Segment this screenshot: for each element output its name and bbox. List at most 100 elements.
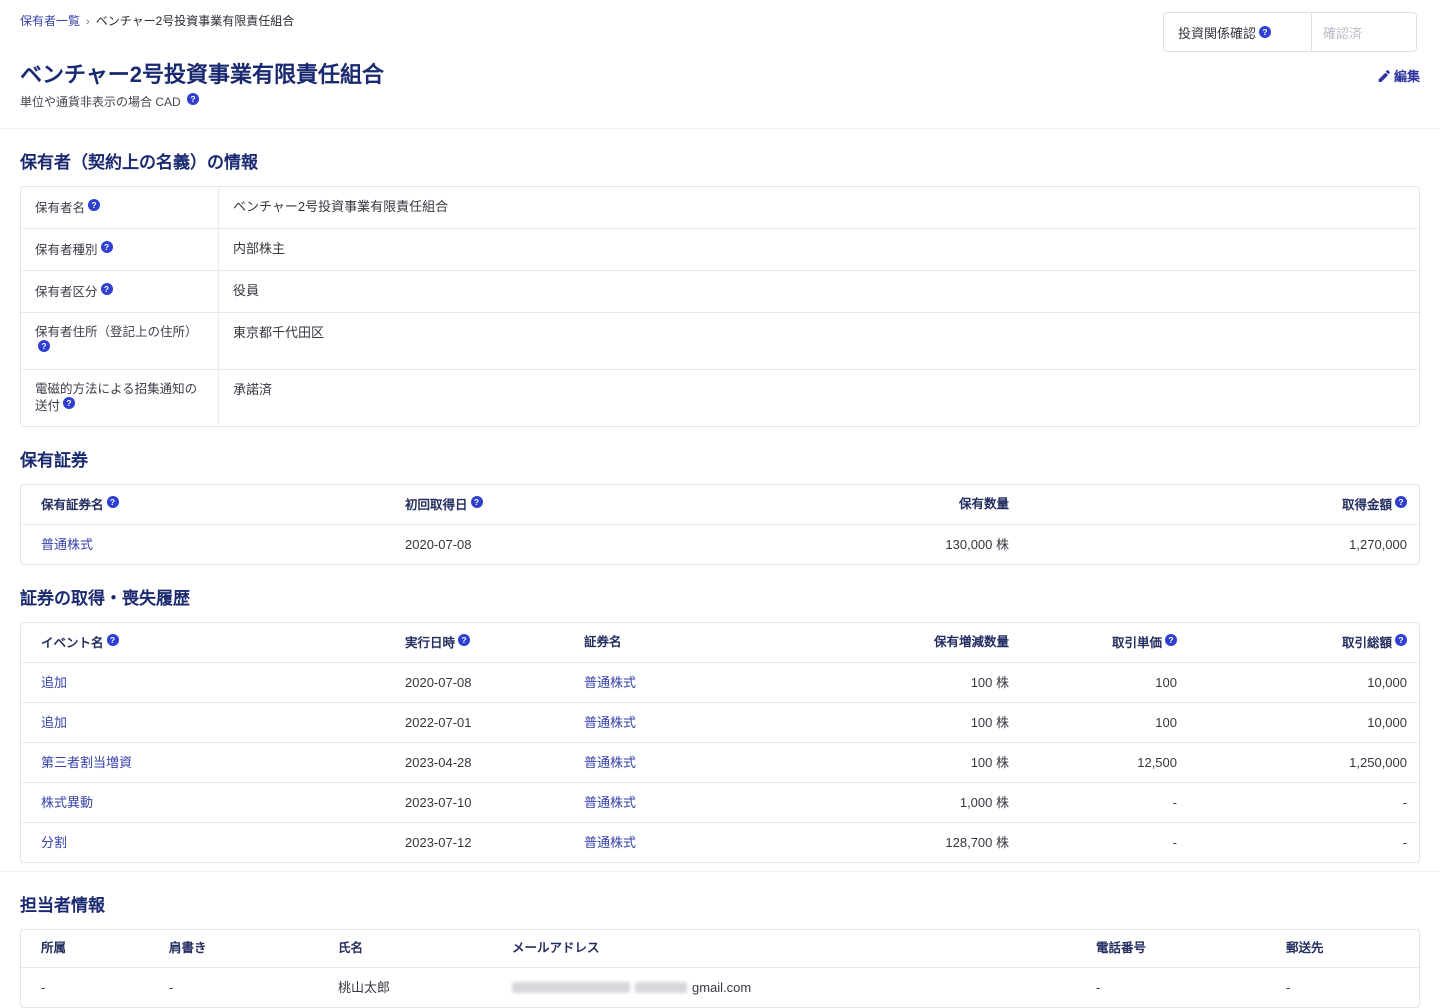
investment-check-box: 投資関係確認 ? 確認済 xyxy=(1163,12,1417,52)
first-acquired-cell: 2020-07-08 xyxy=(405,537,472,552)
col-security: 証券名 xyxy=(584,635,622,649)
security-cell: 普通株式 xyxy=(584,743,814,783)
breadcrumb: 保有者一覧 › ベンチャー2号投資事業有限責任組合 xyxy=(20,13,1420,30)
security-cell: 普通株式 xyxy=(584,823,814,863)
col-security-name: 保有証券名? xyxy=(21,485,405,525)
security-cell: 普通株式 xyxy=(584,663,814,703)
currency-note: 単位や通貨非表示の場合 CAD ? xyxy=(20,93,1420,110)
executed-at-cell: 2023-07-12 xyxy=(405,835,472,850)
table-row: 保有者区分? 役員 xyxy=(21,270,1419,312)
help-icon[interactable]: ? xyxy=(1395,634,1407,646)
section-divider xyxy=(0,871,1440,872)
col-job-title: 肩書き xyxy=(169,941,207,955)
col-first-acquired: 初回取得日? xyxy=(405,485,705,525)
col-amount: 取得金額? xyxy=(1009,485,1419,525)
holder-address-value: 東京都千代田区 xyxy=(233,325,325,340)
help-icon[interactable]: ? xyxy=(106,496,119,508)
page-title: ベンチャー2号投資事業有限責任組合 xyxy=(20,62,385,87)
holder-category-label: 保有者区分? xyxy=(21,271,219,312)
securities-table: 保有証券名? 初回取得日? 保有数量 取得金額? 普通株式 2020-07-08… xyxy=(20,484,1420,565)
help-icon[interactable]: ? xyxy=(470,496,483,508)
email-cell: gmail.com xyxy=(512,968,1096,1008)
help-icon[interactable]: ? xyxy=(100,241,113,253)
help-icon[interactable]: ? xyxy=(458,634,471,646)
name-cell: 桃山太郎 xyxy=(338,980,391,995)
help-icon[interactable]: ? xyxy=(1395,496,1407,508)
help-icon[interactable]: ? xyxy=(100,283,113,295)
executed-at-cell: 2023-04-28 xyxy=(405,755,472,770)
event-link[interactable]: 追加 xyxy=(41,675,68,690)
affiliation-cell: - xyxy=(41,980,46,995)
investment-check-label-text: 投資関係確認 xyxy=(1178,25,1257,41)
help-icon[interactable]: ? xyxy=(187,93,200,105)
table-row: 普通株式 2020-07-08 130,000 株 1,270,000 xyxy=(21,525,1419,565)
executed-at-cell: 2023-07-10 xyxy=(405,795,472,810)
col-affiliation: 所属 xyxy=(41,941,67,955)
security-link[interactable]: 普通株式 xyxy=(41,537,94,552)
unit-price-cell: 12,500 xyxy=(1137,755,1177,770)
help-icon[interactable]: ? xyxy=(38,340,50,352)
breadcrumb-separator: › xyxy=(86,16,90,28)
history-table: イベント名? 実行日時? 証券名 保有増減数量 取引単価? 取引総額? 追加 2… xyxy=(20,622,1420,863)
holder-category-value: 役員 xyxy=(233,283,260,298)
event-cell: 追加 xyxy=(21,663,405,703)
help-icon[interactable]: ? xyxy=(106,634,119,646)
col-quantity-delta: 保有増減数量 xyxy=(933,635,1009,649)
quantity-delta-cell: 1,000 株 xyxy=(959,795,1009,810)
executed-at-cell: 2022-07-01 xyxy=(405,715,472,730)
table-row: 第三者割当増資 2023-04-28 普通株式 100 株 12,500 1,2… xyxy=(21,742,1419,783)
quantity-cell: 130,000 株 xyxy=(945,537,1009,552)
holder-name-label: 保有者名? xyxy=(21,187,219,228)
unit-price-cell: 100 xyxy=(1155,715,1177,730)
quantity-delta-cell: 128,700 株 xyxy=(945,835,1009,850)
table-row: 保有者種別? 内部株主 xyxy=(21,228,1419,270)
pencil-icon xyxy=(1377,69,1390,82)
quantity-delta-cell: 100 株 xyxy=(970,675,1009,690)
event-link[interactable]: 第三者割当増資 xyxy=(41,755,133,770)
total-amount-cell: - xyxy=(1402,795,1407,810)
help-icon[interactable]: ? xyxy=(63,397,76,409)
title-row: ベンチャー2号投資事業有限責任組合 編集 xyxy=(20,62,1420,88)
col-phone: 電話番号 xyxy=(1096,941,1147,955)
history-heading: 証券の取得・喪失履歴 xyxy=(20,589,190,608)
contacts-table: 所属 肩書き 氏名 メールアドレス 電話番号 郵送先 - - 桃山太郎 gmai… xyxy=(20,929,1420,1008)
total-amount-cell: 10,000 xyxy=(1367,675,1407,690)
holder-type-value: 内部株主 xyxy=(233,241,286,256)
col-executed-at: 実行日時? xyxy=(405,623,584,663)
security-link[interactable]: 普通株式 xyxy=(584,755,637,770)
confirmed-button[interactable]: 確認済 xyxy=(1311,13,1374,51)
edit-button[interactable]: 編集 xyxy=(1377,66,1420,85)
table-row: - - 桃山太郎 gmail.com - - xyxy=(21,968,1419,1008)
edit-label: 編集 xyxy=(1393,68,1420,84)
event-cell: 第三者割当増資 xyxy=(21,743,405,783)
event-link[interactable]: 株式異動 xyxy=(41,795,94,810)
currency-note-text: 単位や通貨非表示の場合 CAD xyxy=(20,95,181,109)
breadcrumb-link-holders-list[interactable]: 保有者一覧 xyxy=(20,14,81,28)
event-cell: 追加 xyxy=(21,703,405,743)
help-icon[interactable]: ? xyxy=(1259,26,1272,38)
table-row: 追加 2022-07-01 普通株式 100 株 100 10,000 xyxy=(21,702,1419,743)
contacts-heading: 担当者情報 xyxy=(20,896,105,915)
quantity-delta-cell: 100 株 xyxy=(970,715,1009,730)
event-link[interactable]: 追加 xyxy=(41,715,68,730)
security-link[interactable]: 普通株式 xyxy=(584,675,637,690)
col-mailing-address: 郵送先 xyxy=(1286,941,1324,955)
electronic-notice-label: 電磁的方法による招集通知の送付? xyxy=(21,370,219,426)
total-amount-cell: 10,000 xyxy=(1367,715,1407,730)
amount-cell: 1,270,000 xyxy=(1349,537,1407,552)
col-unit-price: 取引単価? xyxy=(1009,623,1177,663)
col-event-name: イベント名? xyxy=(21,623,405,663)
event-link[interactable]: 分割 xyxy=(41,835,68,850)
holder-name-value: ベンチャー2号投資事業有限責任組合 xyxy=(233,199,449,214)
security-link[interactable]: 普通株式 xyxy=(584,795,637,810)
securities-heading: 保有証券 xyxy=(20,451,88,470)
table-header-row: 所属 肩書き 氏名 メールアドレス 電話番号 郵送先 xyxy=(21,930,1419,968)
security-link[interactable]: 普通株式 xyxy=(584,715,637,730)
security-name-cell: 普通株式 xyxy=(21,525,405,565)
topbar: 保有者一覧 › ベンチャー2号投資事業有限責任組合 投資関係確認 ? 確認済 xyxy=(20,0,1420,52)
table-row: 分割 2023-07-12 普通株式 128,700 株 - - xyxy=(21,822,1419,863)
help-icon[interactable]: ? xyxy=(88,199,101,211)
security-link[interactable]: 普通株式 xyxy=(584,835,637,850)
unit-price-cell: - xyxy=(1172,795,1177,810)
help-icon[interactable]: ? xyxy=(1165,634,1177,646)
